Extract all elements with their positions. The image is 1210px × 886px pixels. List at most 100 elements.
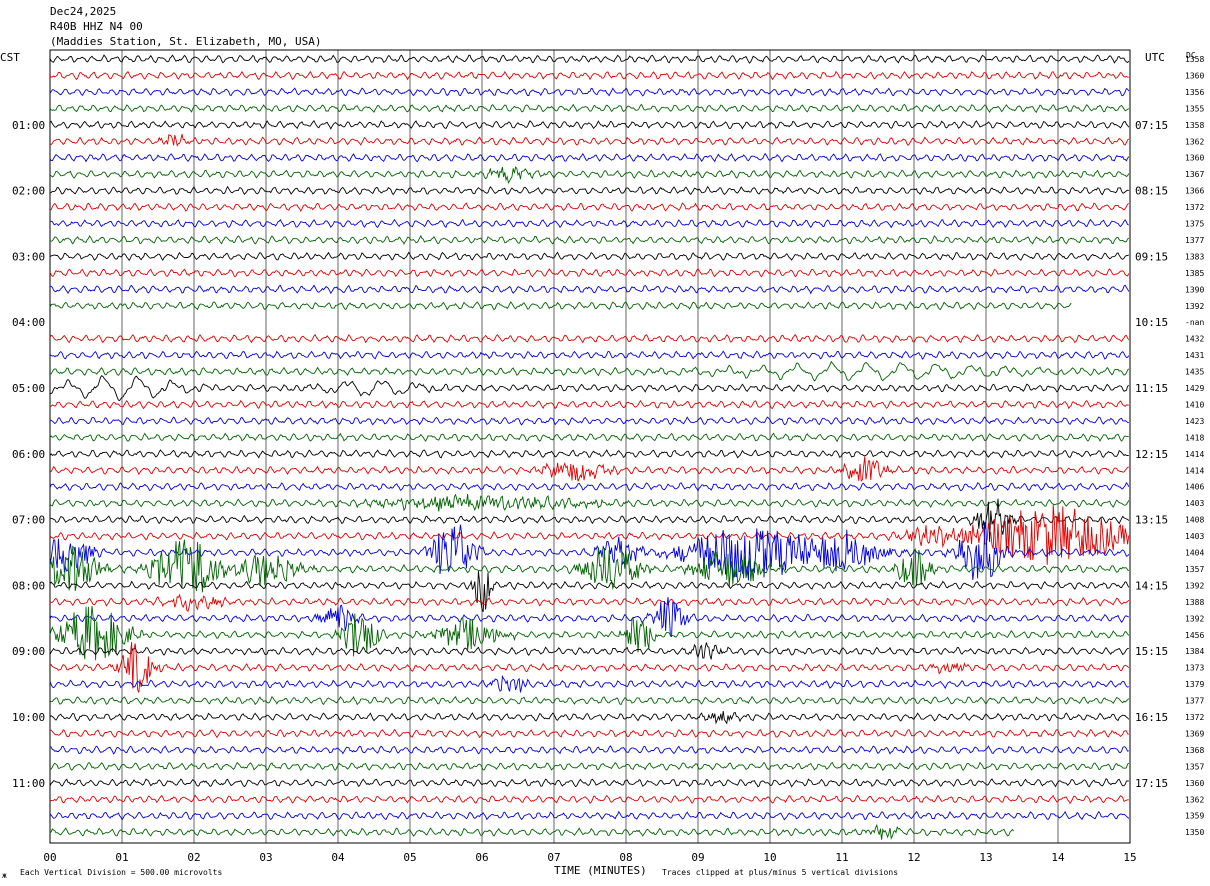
trace-line [49, 185, 1129, 196]
x-tick-label: 02 [187, 851, 200, 864]
utc-hour-label: 14:15 [1135, 579, 1168, 592]
dc-offset-label: 1384 [1185, 647, 1204, 656]
cst-hour-label: 10:00 [12, 711, 45, 724]
x-tick-label: 11 [835, 851, 848, 864]
utc-hour-label: 13:15 [1135, 514, 1168, 527]
dc-offset-label: 1366 [1185, 187, 1204, 196]
clip-note: Traces clipped at plus/minus 5 vertical … [662, 868, 898, 877]
x-tick-label: 05 [403, 851, 416, 864]
trace-line [49, 360, 1130, 382]
trace-line [49, 87, 1130, 97]
x-tick-label: 13 [979, 851, 992, 864]
trace-line [49, 711, 1130, 725]
dc-offset-label: 1388 [1185, 598, 1204, 607]
utc-hour-label: 12:15 [1135, 448, 1168, 461]
trace-line [49, 570, 1130, 612]
x-tick-label: 03 [259, 851, 272, 864]
trace-line [49, 350, 1130, 360]
cst-hour-label: 11:00 [12, 777, 45, 790]
dc-offset-label: 1375 [1185, 220, 1204, 229]
trace-line [49, 300, 1072, 311]
dc-offset-label: -nan [1185, 318, 1204, 327]
dc-offset-label: 1431 [1185, 351, 1204, 360]
trace-line [49, 823, 1014, 840]
utc-hour-labels: 07:15 08:15 09:15 10:15 11:15 12:15 13:15 14:15… [1135, 119, 1168, 790]
x-tick-label: 09 [691, 851, 704, 864]
trace-line [49, 674, 1129, 693]
trace-line [49, 456, 1129, 482]
trace-line [49, 449, 1129, 459]
trace-line [49, 593, 1130, 613]
dc-offset-label: 1392 [1185, 581, 1204, 590]
x-tick-label: 06 [475, 851, 488, 864]
dc-offset-label: 1423 [1185, 417, 1204, 426]
plot-grid [49, 49, 1131, 844]
trace-line [49, 134, 1130, 147]
x-tick-label: 15 [1123, 851, 1136, 864]
trace-line [49, 70, 1129, 81]
dc-offset-label: 1372 [1185, 203, 1204, 212]
dc-offset-label: 1373 [1185, 664, 1204, 673]
dc-offset-label: 1403 [1185, 499, 1204, 508]
x-tick-label: 04 [331, 851, 345, 864]
utc-hour-label: 15:15 [1135, 645, 1168, 658]
utc-hour-label: 08:15 [1135, 185, 1168, 198]
trace-line [49, 416, 1129, 426]
x-tick-label: 00 [43, 851, 56, 864]
dc-offset-label: 1418 [1185, 433, 1204, 442]
dc-offset-label: 1368 [1185, 746, 1204, 755]
dc-offset-label: 1406 [1185, 483, 1204, 492]
trace-line [49, 432, 1129, 443]
dc-offset-labels: 1358 1360 1356 1355 1358 1362 1360 1367 1366 1372… [1185, 55, 1204, 837]
trace-line [49, 218, 1129, 229]
dc-offset-label: 1362 [1185, 137, 1204, 146]
chart-station: (Maddies Station, St. Elizabeth, MO, USA… [50, 35, 322, 48]
chart-date: Dec24,2025 [50, 5, 117, 18]
x-axis-label: TIME (MINUTES) [554, 864, 647, 877]
dc-offset-label: 1360 [1185, 154, 1204, 163]
utc-hour-label: 16:15 [1135, 711, 1168, 724]
dc-offset-label: 1377 [1185, 236, 1204, 245]
cst-hour-label: 08:00 [12, 579, 45, 592]
trace-line [50, 498, 1130, 542]
seismic-traces [49, 54, 1130, 840]
x-tick-label: 01 [115, 851, 128, 864]
trace-line [49, 605, 1130, 661]
dc-offset-label: 1360 [1185, 71, 1204, 80]
trace-line [49, 597, 1130, 638]
x-axis-ticks: 00 01 02 03 04 05 06 07 08 09 10 11 12 13 14 15 [43, 851, 1136, 864]
chart-header: Dec24,2025 R40B HHZ N4 00 (Maddies Stati… [50, 4, 322, 49]
trace-line [49, 284, 1130, 295]
cst-hour-label: 07:00 [12, 514, 45, 527]
dc-offset-label: 1414 [1185, 450, 1204, 459]
dc-offset-label: 1390 [1185, 285, 1204, 294]
trace-line [49, 251, 1130, 262]
cst-hour-label: 06:00 [12, 448, 45, 461]
x-tick-label: 07 [547, 851, 560, 864]
dc-offset-label: 1385 [1185, 269, 1204, 278]
plot-frame [49, 49, 1131, 844]
x-tick-label: 14 [1051, 851, 1065, 864]
dc-offset-label: 1367 [1185, 170, 1204, 179]
trace-line [49, 810, 1130, 821]
trace-line [49, 103, 1130, 113]
trace-line [49, 504, 1130, 565]
trace-line [49, 375, 1130, 402]
dc-offset-label: 1356 [1185, 88, 1204, 97]
right-zone-label: UTC [1145, 51, 1165, 64]
dc-offset-label: 1350 [1185, 828, 1204, 837]
utc-hour-label: 17:15 [1135, 777, 1168, 790]
dc-offset-label: 1392 [1185, 302, 1204, 311]
dc-offset-label: 1408 [1185, 516, 1204, 525]
left-zone-label: CST [0, 51, 20, 64]
chart-channel: R40B HHZ N4 00 [50, 20, 143, 33]
trace-line [49, 234, 1130, 246]
dc-offset-label: 1429 [1185, 384, 1204, 393]
cst-hour-label: 01:00 [12, 119, 45, 132]
dc-offset-label: 1377 [1185, 697, 1204, 706]
trace-line [49, 268, 1130, 278]
dc-offset-label: 1403 [1185, 532, 1204, 541]
cst-hour-label: 03:00 [12, 250, 45, 263]
trace-line [49, 794, 1129, 805]
